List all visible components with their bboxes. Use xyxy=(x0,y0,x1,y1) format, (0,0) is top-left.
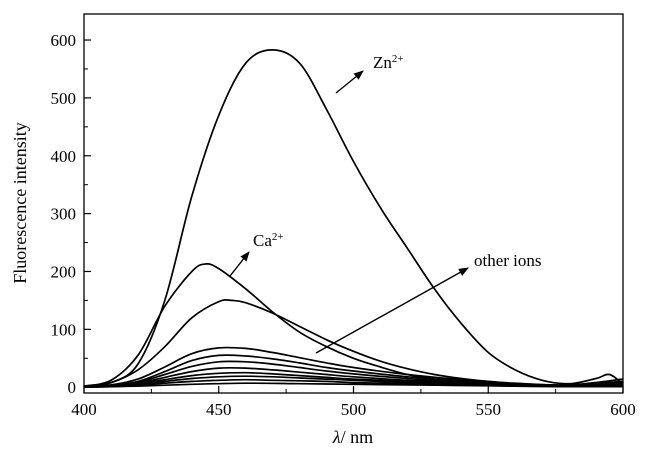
y-tick-label-500: 500 xyxy=(51,89,77,108)
spectrum-line-1 xyxy=(83,49,624,387)
ca-sup: 2+ xyxy=(272,231,284,243)
x-axis-unit: / nm xyxy=(341,427,374,447)
x-axis: 400 450 500 550 600 xyxy=(71,386,636,419)
x-tick-label-550: 550 xyxy=(476,400,502,419)
y-tick-label-300: 300 xyxy=(51,205,77,224)
y-tick-label-600: 600 xyxy=(51,31,77,50)
plot-frame xyxy=(83,13,624,394)
y-tick-label-0: 0 xyxy=(68,378,77,397)
y-tick-label-200: 200 xyxy=(51,262,77,281)
ca-base: Ca xyxy=(253,231,272,250)
x-tick-label-400: 400 xyxy=(71,400,97,419)
y-tick-label-400: 400 xyxy=(51,147,77,166)
zn-sup: 2+ xyxy=(392,53,404,65)
x-axis-symbol: λ xyxy=(332,427,341,447)
x-tick-label-450: 450 xyxy=(206,400,232,419)
x-tick-label-600: 600 xyxy=(610,400,636,419)
ca-arrow xyxy=(229,251,250,277)
ca-annotation: Ca2+ xyxy=(253,231,284,250)
x-tick-label-500: 500 xyxy=(341,400,367,419)
y-tick-label-100: 100 xyxy=(51,320,77,339)
other-ions-annotation: other ions xyxy=(474,251,542,270)
zn-annotation: Zn2+ xyxy=(373,53,404,72)
y-axis-title: Fluorescence intensity xyxy=(10,122,30,283)
x-axis-title: λ/ nm xyxy=(332,427,373,447)
other-ions-arrow xyxy=(315,267,469,354)
spectrum-line-11 xyxy=(83,382,624,389)
zn-base: Zn xyxy=(373,53,392,72)
y-axis: 0 100 200 300 400 500 600 xyxy=(51,31,91,397)
spectrum-line-7 xyxy=(83,366,624,388)
zn-arrow xyxy=(335,70,364,94)
plot-lines xyxy=(83,49,624,389)
